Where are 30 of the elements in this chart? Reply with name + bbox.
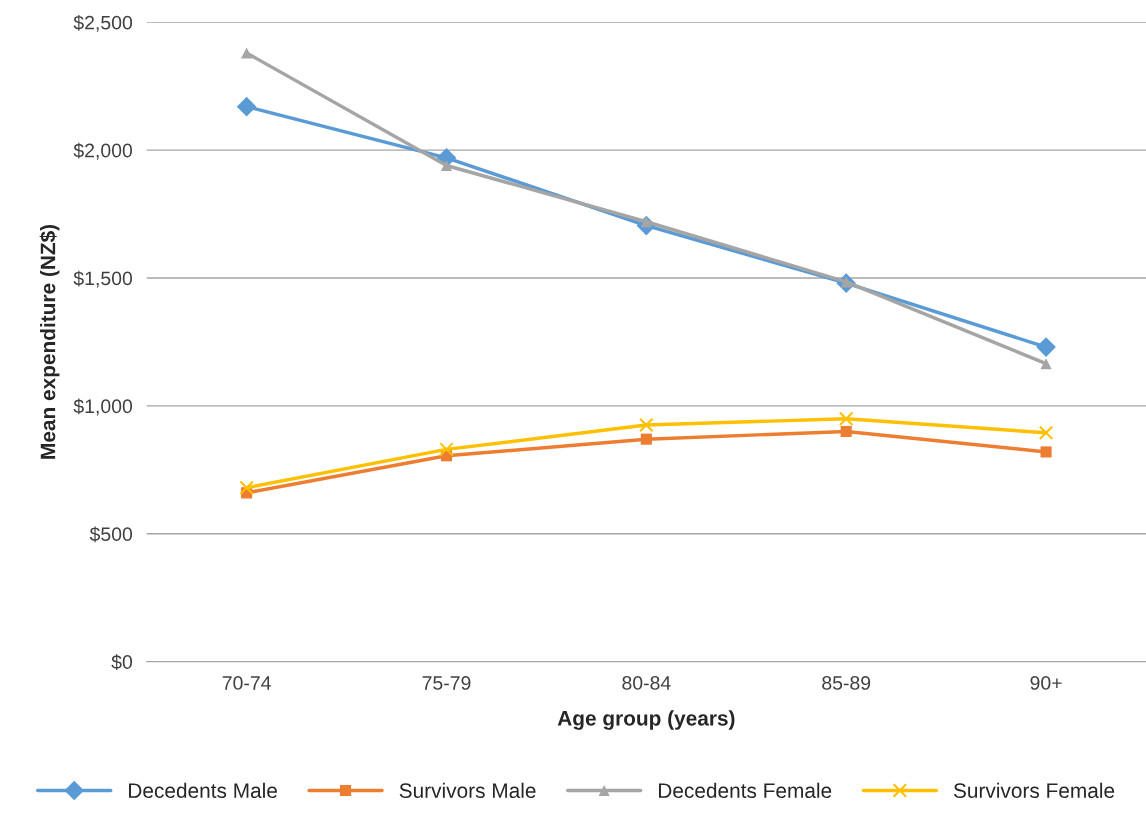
x-tick-label: 80-84 bbox=[622, 676, 671, 690]
y-tick-label: $1,000 bbox=[73, 398, 133, 416]
point bbox=[639, 417, 654, 433]
point bbox=[239, 480, 254, 496]
y-tick-label: $2,500 bbox=[73, 14, 133, 32]
x-tick-label: 90+ bbox=[1030, 676, 1062, 690]
y-tick-label: $0 bbox=[111, 654, 133, 671]
y-tick-label: $2,000 bbox=[73, 142, 133, 160]
x-tick-label: 85-89 bbox=[822, 676, 871, 690]
point bbox=[1040, 446, 1052, 458]
y-axis-title: Mean expenditure (NZ$) bbox=[39, 224, 60, 459]
point bbox=[440, 159, 453, 172]
point bbox=[241, 47, 253, 59]
legend-label: Survivors Male bbox=[399, 782, 536, 798]
point bbox=[838, 411, 854, 426]
point bbox=[840, 425, 852, 438]
point bbox=[640, 433, 652, 445]
y-tick-label: $1,500 bbox=[73, 270, 133, 288]
point bbox=[439, 442, 454, 457]
point bbox=[1038, 425, 1054, 441]
y-tick-label: $500 bbox=[89, 526, 133, 543]
legend-label: Decedents Male bbox=[129, 782, 277, 798]
x-tick-label: 70-74 bbox=[222, 676, 271, 690]
legend-label: Decedents Female bbox=[659, 782, 832, 798]
point bbox=[1040, 358, 1052, 370]
x-axis-title: Age group (years) bbox=[557, 710, 735, 730]
point bbox=[1036, 337, 1056, 357]
point bbox=[236, 96, 257, 117]
x-tick-label: 75-79 bbox=[422, 676, 471, 690]
legend-label: Survivors Female bbox=[953, 782, 1115, 798]
